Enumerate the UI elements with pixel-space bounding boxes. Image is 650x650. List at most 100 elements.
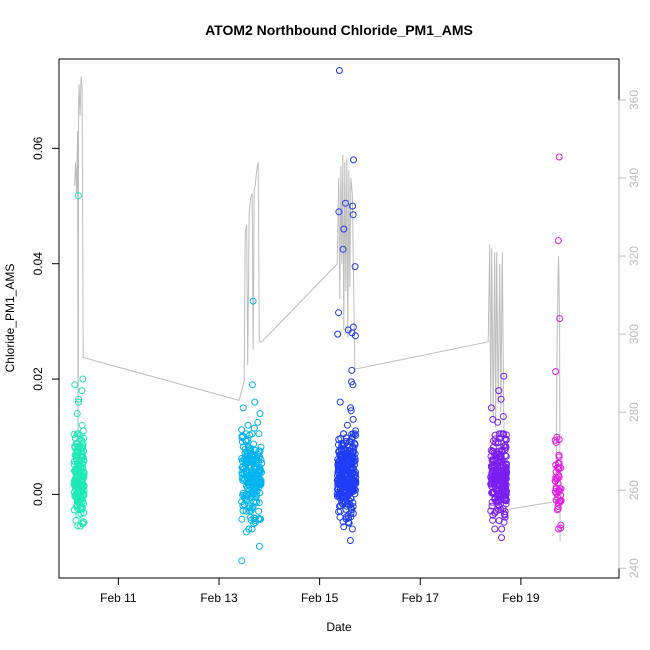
data-point <box>501 479 509 487</box>
data-point <box>76 504 84 512</box>
data-point <box>80 492 88 500</box>
data-point <box>238 426 246 434</box>
data-point <box>335 309 343 317</box>
data-point <box>502 431 510 439</box>
data-point <box>350 444 358 452</box>
data-point <box>489 516 497 524</box>
x-tick-label: Feb 17 <box>402 591 440 605</box>
data-point <box>348 474 355 482</box>
data-point <box>349 415 357 423</box>
right-y-axis: 240 260 280 300 320 340 360 <box>618 90 641 578</box>
data-point <box>73 457 81 464</box>
data-point <box>238 515 246 523</box>
data-point <box>342 470 350 478</box>
data-point <box>489 511 497 519</box>
data-point <box>243 496 251 504</box>
data-point <box>255 507 263 515</box>
data-point <box>256 479 264 487</box>
data-point <box>497 395 505 403</box>
data-point <box>79 444 87 452</box>
data-point <box>74 452 82 459</box>
data-point <box>552 368 560 376</box>
right-y-tick-label: 260 <box>627 480 641 500</box>
data-point <box>76 432 84 440</box>
data-point <box>554 237 562 245</box>
data-point <box>248 492 256 500</box>
data-point <box>340 458 348 466</box>
data-point <box>245 455 253 463</box>
data-point <box>257 456 265 464</box>
data-point <box>342 437 350 445</box>
y-tick-label: 0.02 <box>31 367 45 391</box>
y-tick-label: 0.06 <box>31 136 45 160</box>
data-point <box>495 517 503 525</box>
data-point <box>256 475 264 483</box>
data-point <box>70 488 78 496</box>
x-axis: Feb 11 Feb 13 Feb 15 Feb 17 Feb 19 <box>100 577 540 605</box>
data-point <box>246 475 254 483</box>
data-point <box>555 486 563 494</box>
data-point <box>487 507 495 515</box>
data-point <box>349 454 357 461</box>
data-point <box>488 498 496 506</box>
data-point <box>340 523 348 531</box>
data-point <box>350 461 358 469</box>
data-point <box>336 451 344 459</box>
x-tick-label: Feb 15 <box>301 591 339 605</box>
data-point <box>79 427 87 435</box>
data-point <box>487 452 495 460</box>
y-tick-label: 0.00 <box>31 482 45 506</box>
data-point <box>249 297 257 305</box>
data-point <box>350 464 357 472</box>
data-point <box>336 488 344 496</box>
data-point <box>489 456 497 464</box>
data-point <box>345 497 353 504</box>
data-point <box>251 447 259 454</box>
data-point <box>255 542 263 550</box>
data-point <box>500 487 508 495</box>
data-point <box>489 467 496 475</box>
x-tick-label: Feb 13 <box>200 591 238 605</box>
data-point <box>500 483 508 491</box>
data-point <box>352 427 360 435</box>
data-point <box>495 502 502 509</box>
data-point <box>247 448 255 455</box>
data-point <box>489 437 497 445</box>
data-point <box>556 315 564 322</box>
y-axis: 0.00 0.02 0.04 0.06 <box>31 136 60 506</box>
data-point <box>336 473 343 481</box>
data-point <box>349 381 357 389</box>
data-point <box>335 466 343 474</box>
data-point <box>73 410 81 418</box>
data-point <box>498 534 505 542</box>
data-point <box>501 468 509 476</box>
data-point <box>253 454 261 462</box>
right-y-tick-label: 340 <box>627 168 641 188</box>
data-point <box>490 489 498 497</box>
data-point <box>501 465 509 473</box>
data-point <box>255 430 263 438</box>
data-point <box>556 497 564 505</box>
data-point <box>346 470 354 478</box>
data-point <box>335 463 343 471</box>
data-point <box>502 500 510 508</box>
data-point <box>239 507 247 515</box>
data-point <box>79 439 87 447</box>
data-point <box>491 525 499 533</box>
data-point <box>555 453 563 461</box>
data-point <box>350 469 358 477</box>
data-point <box>345 451 353 459</box>
data-point <box>244 421 252 429</box>
data-point <box>239 404 247 412</box>
data-point <box>500 518 508 526</box>
data-point <box>242 460 250 468</box>
data-point <box>80 457 88 465</box>
data-point <box>79 375 87 383</box>
y-tick-label: 0.04 <box>31 252 45 276</box>
data-point <box>347 404 354 412</box>
data-point <box>75 395 83 403</box>
data-point <box>489 448 497 456</box>
data-point <box>498 525 506 533</box>
data-point <box>488 456 496 464</box>
